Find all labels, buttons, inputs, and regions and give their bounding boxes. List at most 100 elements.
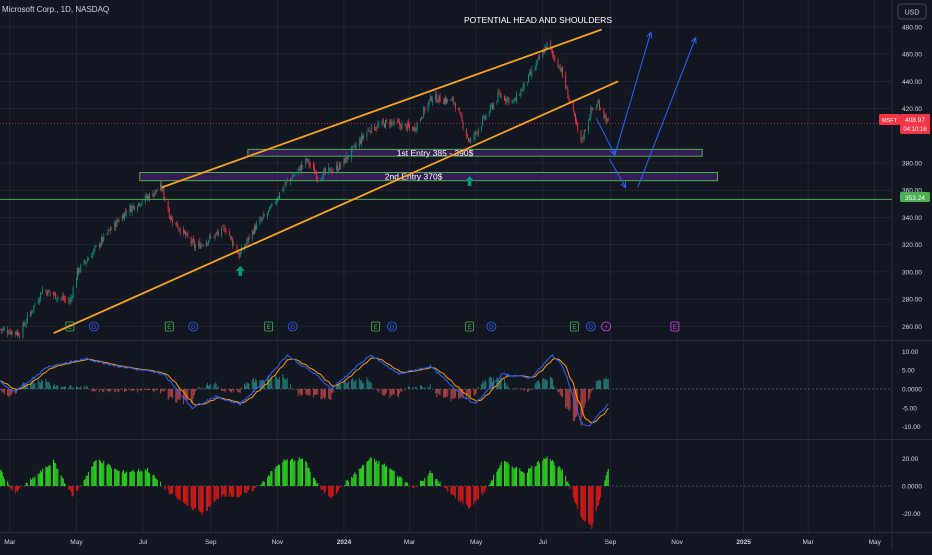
candle-body-338 bbox=[515, 99, 516, 100]
candle-body-384 bbox=[585, 130, 586, 131]
candle-body-60 bbox=[91, 257, 92, 258]
trendline-layer[interactable] bbox=[54, 30, 619, 334]
candle-body-102 bbox=[155, 190, 156, 194]
candle-body-365 bbox=[558, 60, 559, 68]
projection-arrow-2[interactable] bbox=[615, 32, 651, 155]
lower-trendline[interactable] bbox=[54, 81, 619, 333]
candle-body-66 bbox=[100, 244, 101, 247]
candle-body-116 bbox=[176, 221, 177, 227]
time-tick-6: Mar bbox=[404, 539, 416, 546]
time-tick-3: Sep bbox=[205, 539, 217, 546]
candle-body-39 bbox=[57, 297, 58, 299]
price-tick-4: 380.00 bbox=[902, 160, 922, 167]
candle-body-320 bbox=[489, 112, 490, 116]
time-tick-1: May bbox=[70, 539, 83, 546]
candle-body-130 bbox=[198, 243, 199, 247]
candle-body-280 bbox=[428, 103, 429, 111]
candle-body-263 bbox=[400, 124, 401, 128]
candle-body-345 bbox=[527, 82, 528, 83]
candle-body-216 bbox=[329, 168, 330, 169]
candle-body-393 bbox=[599, 102, 600, 109]
candle-body-100 bbox=[152, 193, 153, 196]
candle-body-123 bbox=[186, 233, 187, 234]
candle-body-55 bbox=[84, 260, 85, 265]
candle-body-343 bbox=[523, 86, 524, 91]
candle-body-314 bbox=[478, 130, 479, 134]
candle-body-67 bbox=[101, 237, 102, 243]
candle-body-388 bbox=[591, 107, 592, 110]
countdown-value: 04:10:16 bbox=[903, 127, 927, 133]
candle-body-201 bbox=[306, 159, 307, 160]
candle-body-27 bbox=[40, 292, 41, 298]
candle-body-162 bbox=[246, 242, 247, 245]
candle-body-310 bbox=[473, 136, 474, 139]
currency-button[interactable]: USD bbox=[898, 4, 926, 19]
candle-body-29 bbox=[42, 289, 43, 293]
candle-body-50 bbox=[76, 279, 77, 288]
candle-body-196 bbox=[299, 166, 300, 168]
candle-body-181 bbox=[276, 201, 277, 204]
oscillator1-pane bbox=[0, 355, 892, 426]
candle-body-171 bbox=[261, 220, 262, 221]
candle-body-282 bbox=[430, 96, 431, 101]
candle-body-315 bbox=[481, 126, 482, 130]
time-tick-4: Nov bbox=[272, 539, 284, 546]
projection-arrow-layer[interactable] bbox=[596, 32, 696, 187]
candle-body-287 bbox=[437, 102, 438, 103]
candle-body-151 bbox=[230, 236, 231, 237]
candle-body-298 bbox=[454, 102, 455, 103]
candle-body-173 bbox=[263, 215, 264, 218]
candle-body-191 bbox=[291, 179, 292, 180]
projection-arrow-4[interactable] bbox=[638, 38, 696, 188]
candle-body-25 bbox=[38, 301, 39, 304]
candle-body-125 bbox=[191, 238, 192, 244]
candle-body-56 bbox=[85, 261, 86, 262]
currency-button-label[interactable]: USD bbox=[905, 10, 920, 17]
candle-body-169 bbox=[256, 224, 257, 230]
candle-body-332 bbox=[506, 98, 507, 102]
candle-body-126 bbox=[192, 240, 193, 245]
candle-body-63 bbox=[95, 246, 96, 247]
candle-body-305 bbox=[466, 129, 467, 136]
candle-body-394 bbox=[600, 108, 601, 109]
candle-body-303 bbox=[461, 116, 462, 121]
candle-body-34 bbox=[50, 292, 51, 293]
candle-body-331 bbox=[505, 99, 506, 101]
candle-body-153 bbox=[232, 239, 233, 245]
candle-body-86 bbox=[131, 206, 132, 212]
candle-body-32 bbox=[48, 290, 49, 296]
candle-body-194 bbox=[294, 174, 295, 175]
candle-body-135 bbox=[206, 242, 207, 247]
candle-body-353 bbox=[538, 57, 539, 58]
candle-body-22 bbox=[32, 310, 33, 311]
candle-body-46 bbox=[69, 301, 70, 303]
candle-body-10 bbox=[15, 332, 16, 334]
candle-body-176 bbox=[268, 210, 269, 212]
candle-body-316 bbox=[482, 118, 483, 125]
candle-body-157 bbox=[239, 253, 240, 258]
candle-body-53 bbox=[79, 271, 80, 272]
candle-body-369 bbox=[562, 67, 563, 75]
candle-body-289 bbox=[440, 96, 441, 102]
candle-body-212 bbox=[323, 171, 324, 180]
candle-body-77 bbox=[116, 220, 117, 227]
candle-body-269 bbox=[409, 125, 410, 127]
candle-body-208 bbox=[316, 173, 317, 179]
osc2-tick-0: 20.00 bbox=[902, 456, 919, 463]
candle-body-307 bbox=[468, 138, 469, 141]
candle-body-93 bbox=[140, 204, 141, 205]
price-tick-0: 480.00 bbox=[902, 24, 922, 31]
candle-body-244 bbox=[371, 124, 372, 133]
candle-body-330 bbox=[504, 96, 505, 100]
time-tick-7: May bbox=[470, 539, 483, 546]
candle-body-284 bbox=[432, 100, 433, 102]
candle-body-122 bbox=[185, 232, 186, 236]
candle-body-5 bbox=[7, 330, 8, 334]
candle-body-248 bbox=[377, 124, 378, 128]
candle-body-308 bbox=[469, 141, 470, 142]
candle-body-250 bbox=[382, 121, 383, 125]
osc1-main-line bbox=[0, 355, 608, 426]
